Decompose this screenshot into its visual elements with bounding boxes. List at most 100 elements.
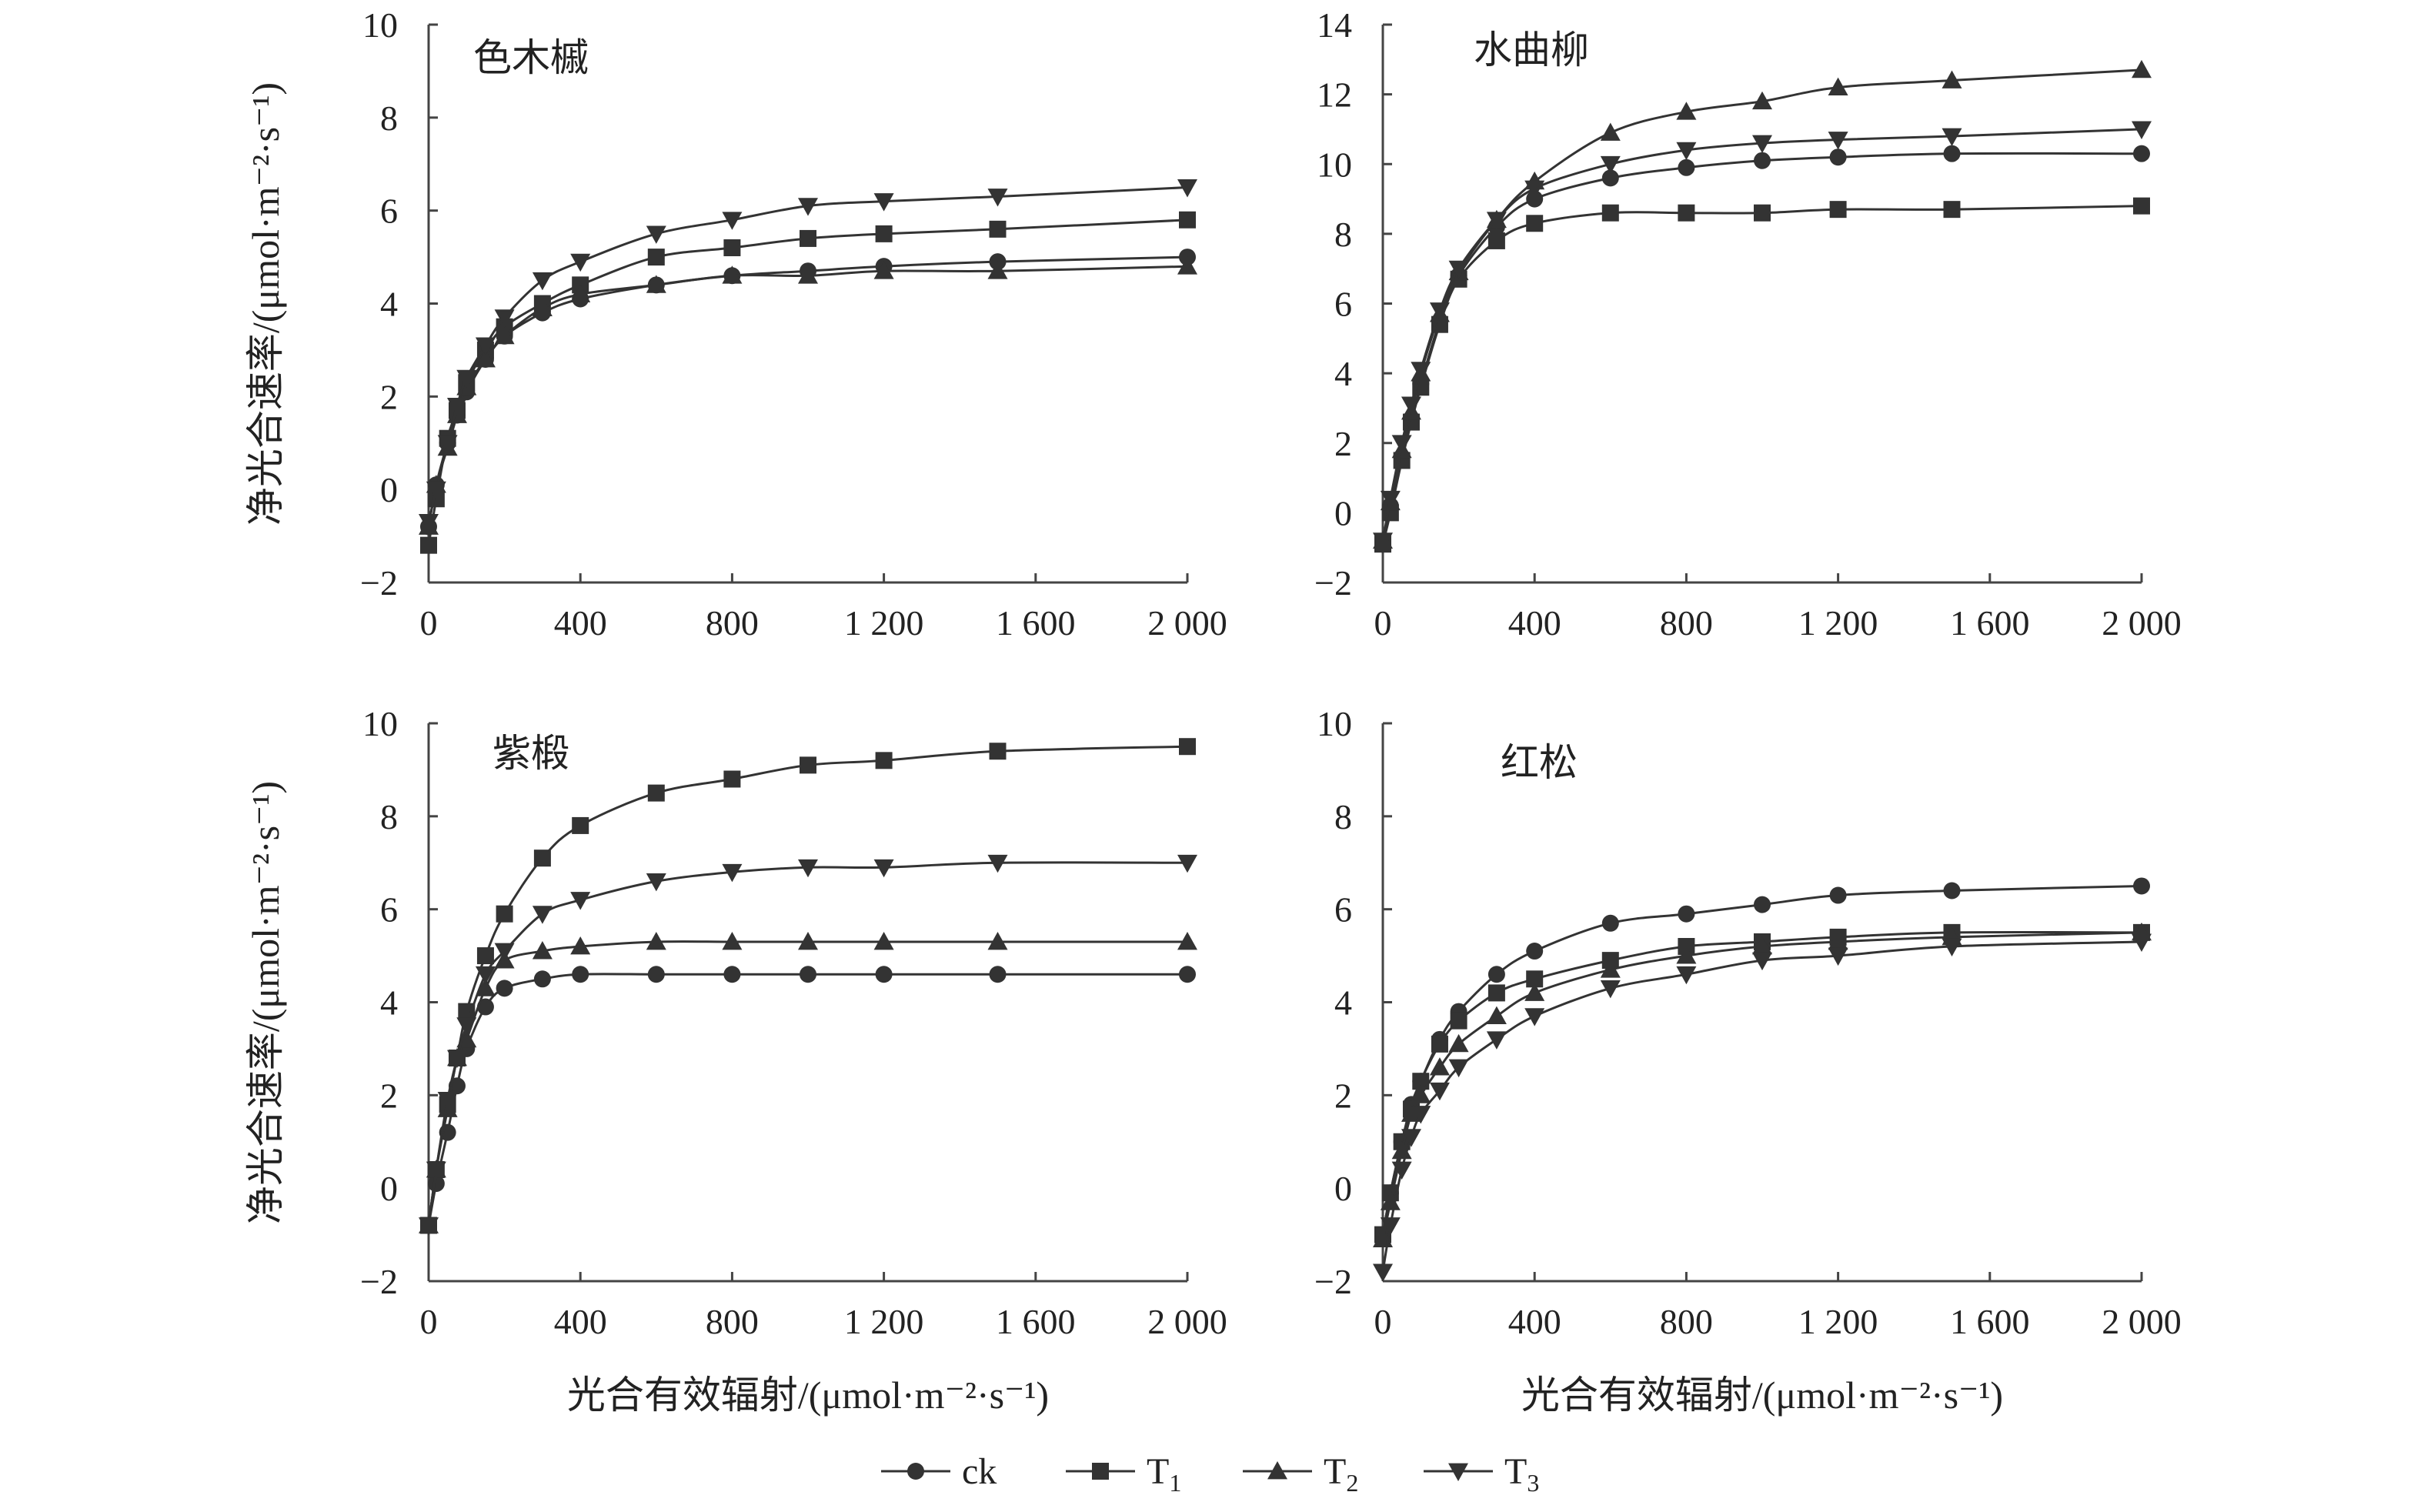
legend-marker-T1 (1092, 1463, 1109, 1480)
series-T3 (1373, 121, 2152, 551)
y-tick-label: 8 (1334, 215, 1352, 254)
data-point-T3 (1486, 212, 1507, 230)
data-point-T2 (2132, 59, 2152, 78)
data-point-T2 (722, 931, 743, 950)
data-point-T3 (570, 892, 591, 910)
data-point-T2 (1401, 1103, 1421, 1122)
data-point-T3 (426, 481, 446, 500)
data-point-T3 (532, 906, 553, 924)
data-point-T3 (456, 369, 477, 389)
chart-panel-2: −2 0 2 4 6 8 10 12 14 0 400 800 1 200 1 600 2 000 水曲柳 (1314, 5, 2182, 643)
y-tick-label: 2 (380, 377, 398, 416)
legend-label: ck (962, 1451, 997, 1492)
x-tick-label: 0 (420, 603, 438, 643)
data-point-T2 (1600, 960, 1621, 978)
data-point-T3 (446, 398, 467, 416)
x-axis-title: 光合有效辐射/(μmol·m⁻²·s⁻¹) (1521, 1373, 2003, 1417)
data-point-T3 (873, 859, 894, 878)
legend-label-subscript: 2 (1346, 1469, 1358, 1497)
y-tick-label: −2 (1314, 1262, 1352, 1301)
data-point-T2 (1177, 931, 1197, 950)
x-tick-label: 0 (420, 1302, 438, 1341)
data-point-T1 (989, 220, 1007, 238)
y-tick-label: 2 (1334, 424, 1352, 463)
data-point-T2 (1676, 102, 1697, 120)
data-point-T3 (532, 272, 553, 291)
y-tick-label: 12 (1317, 75, 1352, 115)
legend-item-T1: T1 (1066, 1451, 1181, 1497)
data-point-T1 (1487, 232, 1505, 249)
data-point-T1 (420, 536, 437, 554)
data-point-ck (1943, 882, 1961, 900)
data-point-ck (1678, 159, 1695, 176)
data-point-T1 (723, 770, 741, 788)
data-point-T3 (2132, 933, 2152, 952)
data-point-T3 (1401, 1129, 1421, 1147)
data-point-T3 (987, 189, 1008, 207)
data-point-T2 (532, 941, 553, 960)
data-point-T2 (1752, 936, 1772, 955)
data-point-T1 (647, 784, 665, 802)
data-point-T2 (798, 265, 818, 284)
data-point-T2 (494, 325, 515, 345)
data-point-ck (427, 1175, 445, 1193)
data-point-T3 (475, 337, 496, 355)
y-tick-label: 4 (380, 983, 398, 1023)
legend-item-ck: ck (881, 1451, 997, 1492)
y-tick-label: −2 (360, 1262, 398, 1301)
data-point-ck (723, 966, 741, 983)
data-point-T3 (2132, 121, 2152, 139)
chart-panel-1: −2 0 2 4 6 8 10 0 400 800 1 200 1 600 2 000 色木槭 (360, 5, 1227, 643)
data-point-T1 (476, 947, 494, 965)
data-point-T2 (1942, 70, 1962, 88)
data-point-T3 (1600, 155, 1621, 175)
legend-marker-T2 (1267, 1461, 1287, 1480)
data-point-ck (1754, 896, 1771, 913)
legend-label: T1 (1147, 1451, 1181, 1497)
data-point-T2 (1752, 91, 1772, 110)
x-tick-label: 1 200 (844, 603, 924, 643)
series-T3 (1373, 933, 2152, 1282)
data-point-T3 (873, 193, 894, 212)
x-tick-label: 1 600 (1950, 1302, 2030, 1341)
y-tick-label: 0 (380, 1169, 398, 1208)
legend-marker-T3 (1448, 1463, 1468, 1481)
data-point-T3 (1411, 1106, 1431, 1124)
data-point-T3 (798, 198, 818, 216)
data-point-T1 (533, 849, 551, 867)
data-point-T1 (1179, 211, 1196, 229)
chart-panel-3: −2 0 2 4 6 8 10 0 400 800 1 200 1 600 2 000 紫椴 (360, 704, 1227, 1341)
data-point-T3 (1429, 1082, 1450, 1101)
y-tick-label: 14 (1317, 5, 1352, 45)
data-point-T2 (987, 931, 1008, 950)
data-point-T1 (1678, 204, 1695, 222)
x-tick-label: 400 (554, 1302, 607, 1341)
data-point-T3 (1177, 854, 1197, 873)
data-point-T1 (496, 905, 513, 923)
data-point-T1 (1601, 204, 1619, 222)
data-point-T1 (1943, 201, 1961, 219)
data-point-T1 (875, 752, 893, 769)
x-tick-label: 0 (1374, 1302, 1392, 1341)
data-point-T3 (1429, 302, 1450, 321)
data-point-ck (1829, 886, 1847, 904)
y-tick-label: 2 (380, 1076, 398, 1115)
data-point-T2 (646, 275, 666, 293)
data-point-ck (1678, 905, 1695, 923)
x-tick-label: 1 200 (1798, 603, 1878, 643)
data-point-T3 (987, 854, 1008, 873)
legend-item-T3: T3 (1424, 1451, 1539, 1497)
data-point-T2 (1429, 1057, 1450, 1076)
data-point-T3 (1828, 132, 1848, 150)
data-point-T1 (989, 743, 1007, 760)
data-point-T3 (1448, 1059, 1469, 1078)
x-tick-label: 800 (706, 603, 759, 643)
data-point-T3 (1524, 180, 1545, 199)
x-tick-label: 1 600 (996, 603, 1076, 643)
series-T1 (1374, 197, 2150, 553)
data-point-T2 (1177, 256, 1197, 275)
series-line-T3 (1381, 128, 2142, 541)
data-point-T2 (570, 284, 591, 302)
y-tick-label: 6 (380, 890, 398, 930)
data-point-T2 (1676, 946, 1697, 964)
